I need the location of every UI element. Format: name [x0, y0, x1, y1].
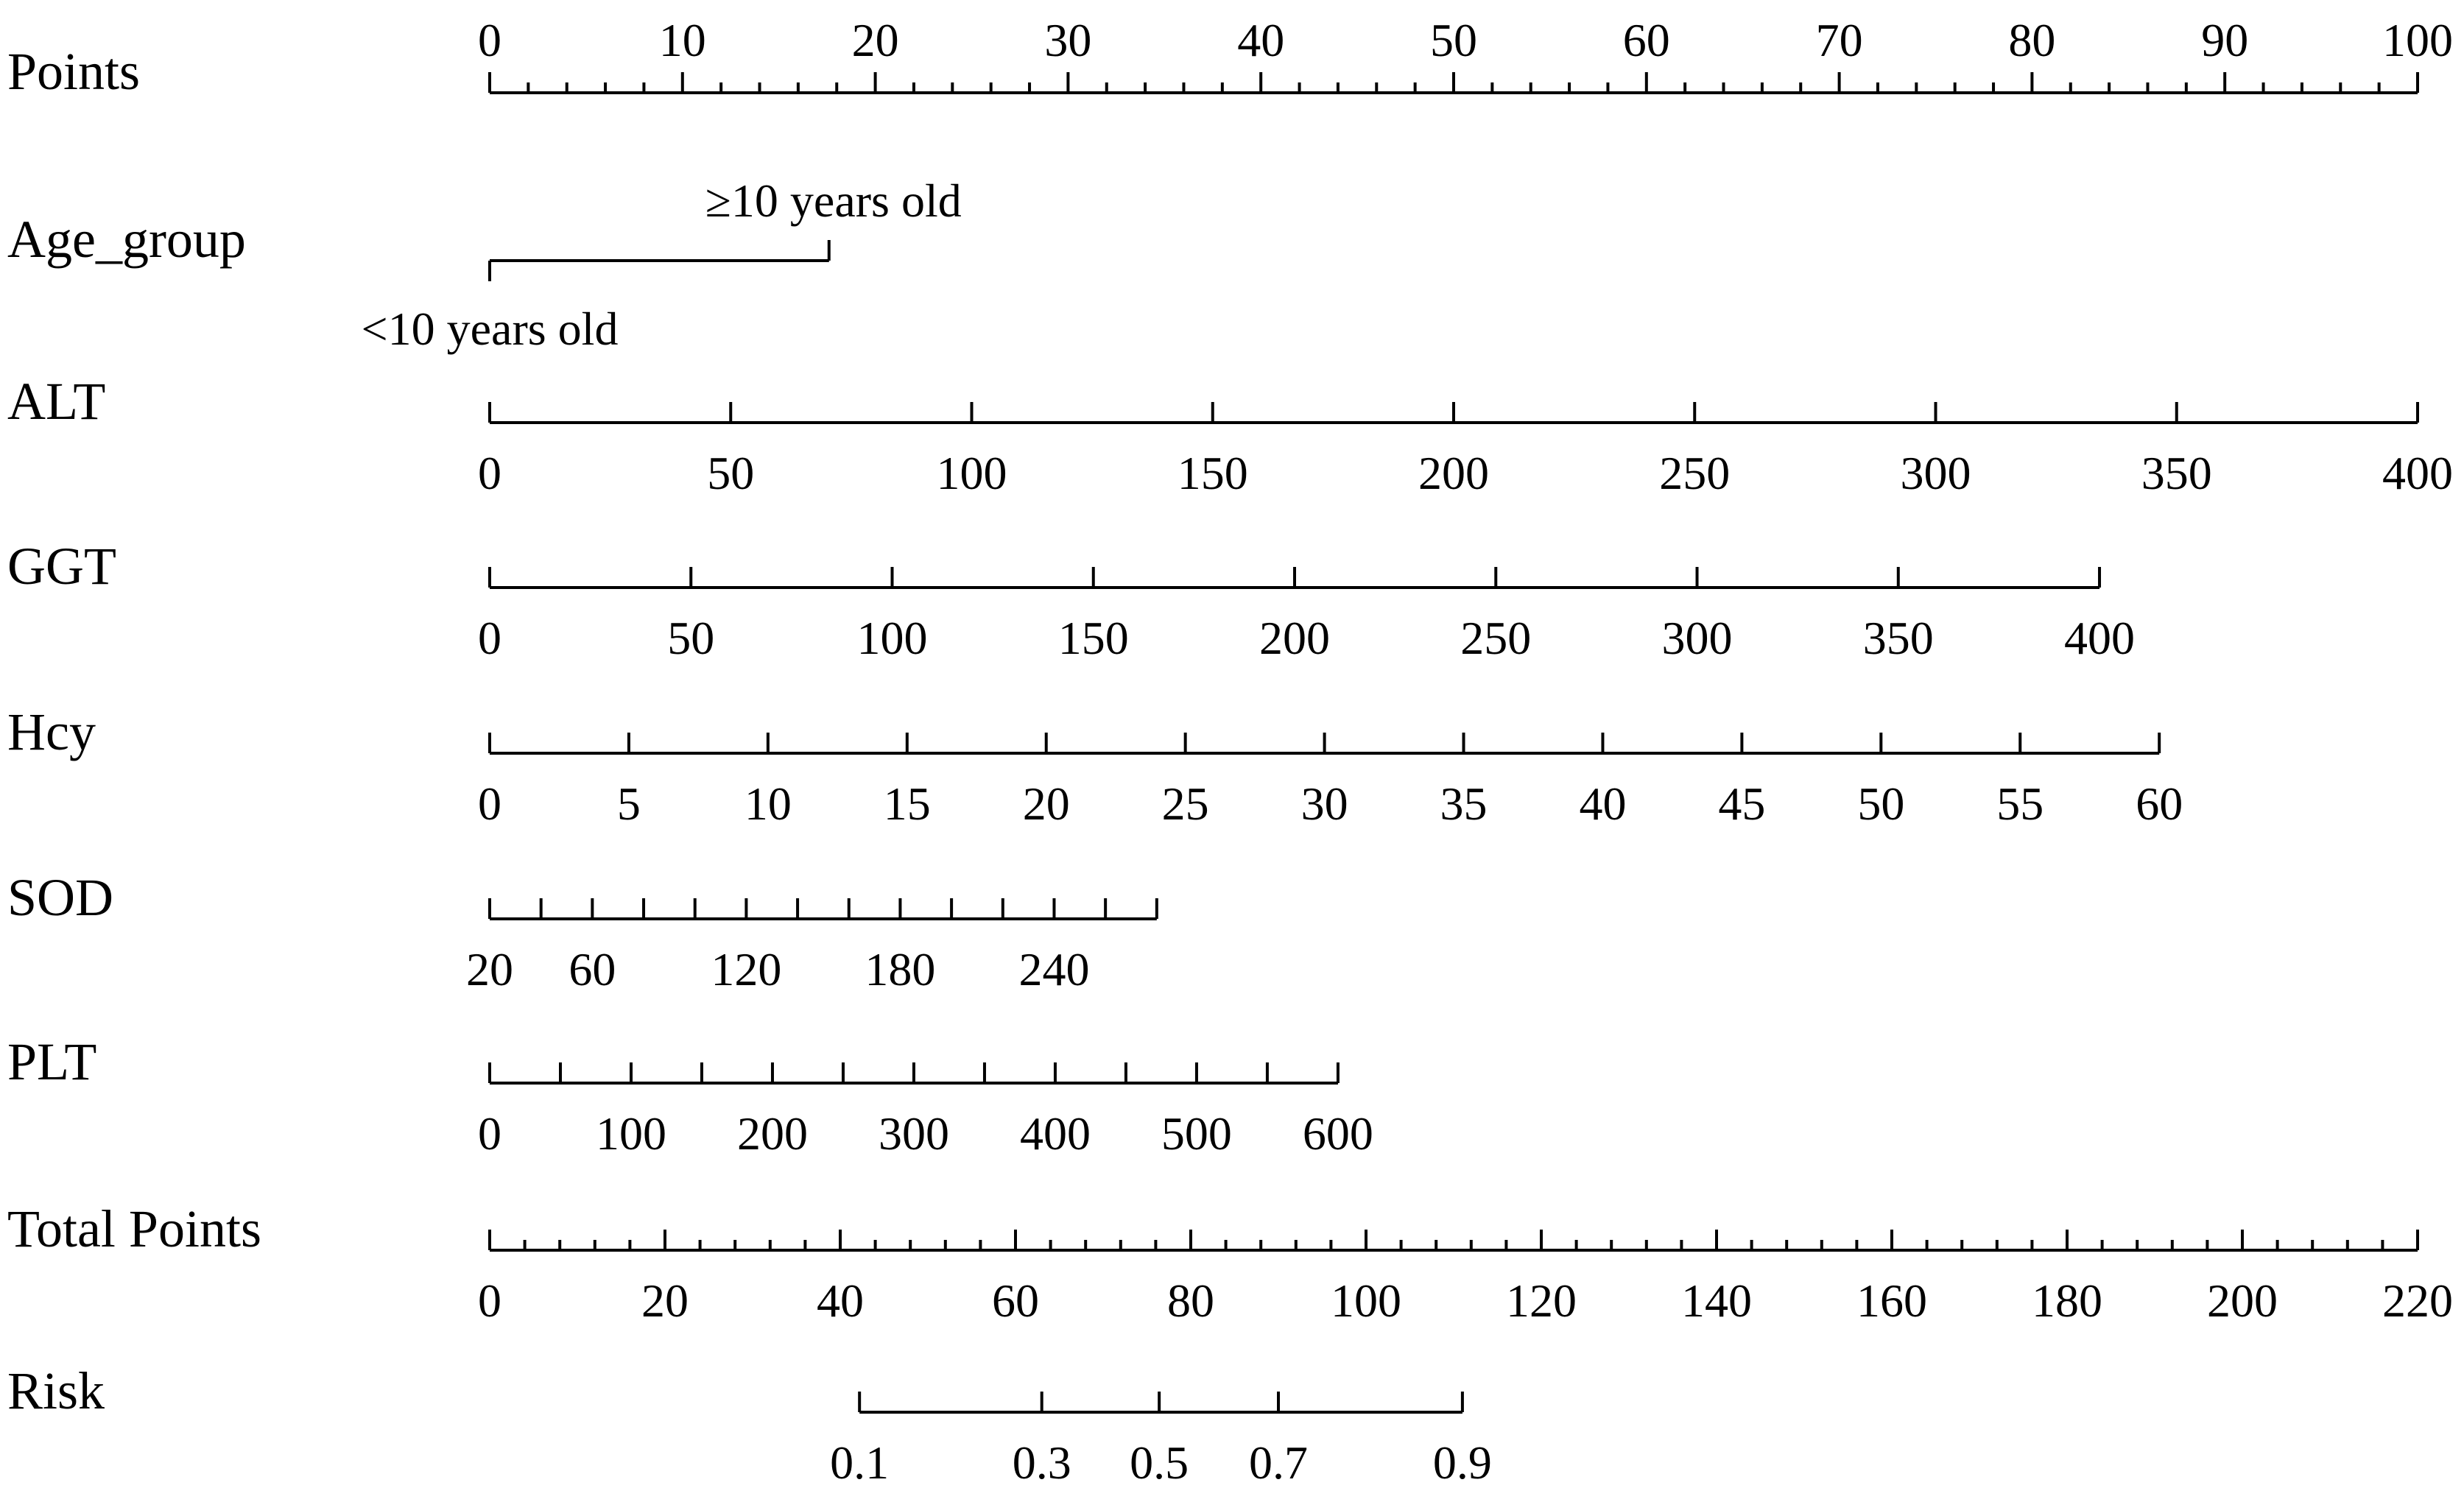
points-tick-label: 20: [852, 14, 899, 66]
ggt-tick-label: 350: [1863, 612, 1934, 664]
ggt-tick-label: 50: [667, 612, 714, 664]
sod-tick-label: 180: [865, 943, 935, 995]
sod-tick-label: 240: [1018, 943, 1089, 995]
alt-tick-label: 50: [707, 447, 754, 499]
alt-tick-label: 200: [1418, 447, 1489, 499]
hcy-tick-label: 10: [745, 778, 792, 830]
risk-tick-label: 0.5: [1130, 1436, 1189, 1489]
points-tick-label: 60: [1623, 14, 1670, 66]
alt-tick-label: 250: [1659, 447, 1730, 499]
risk-tick-label: 0.7: [1249, 1436, 1308, 1489]
hcy-tick-label: 0: [478, 778, 501, 830]
hcy-tick-label: 5: [617, 778, 641, 830]
points-tick-label: 0: [478, 14, 501, 66]
row-label-alt: ALT: [7, 372, 105, 431]
row-label-risk: Risk: [7, 1361, 105, 1420]
hcy-tick-label: 50: [1857, 778, 1904, 830]
hcy-tick-label: 35: [1440, 778, 1488, 830]
ggt-tick-label: 250: [1460, 612, 1531, 664]
hcy-tick-label: 20: [1023, 778, 1070, 830]
hcy-tick-label: 55: [1996, 778, 2044, 830]
total-points-tick-label: 40: [817, 1274, 864, 1327]
total-points-tick-label: 180: [2032, 1274, 2102, 1327]
risk-tick-label: 0.1: [830, 1436, 889, 1489]
points-tick-label: 30: [1044, 14, 1091, 66]
plt-tick-label: 300: [879, 1107, 949, 1160]
alt-tick-label: 150: [1178, 447, 1248, 499]
alt-tick-label: 350: [2141, 447, 2212, 499]
ggt-tick-label: 400: [2064, 612, 2135, 664]
points-tick-label: 10: [659, 14, 706, 66]
risk-tick-label: 0.9: [1433, 1436, 1492, 1489]
plt-tick-label: 400: [1020, 1107, 1091, 1160]
age-group-level-label: ≥10 years old: [705, 174, 962, 227]
row-label-total-points: Total Points: [7, 1199, 261, 1258]
total-points-tick-label: 20: [641, 1274, 689, 1327]
total-points-tick-label: 60: [992, 1274, 1039, 1327]
plt-tick-label: 500: [1161, 1107, 1232, 1160]
risk-tick-label: 0.3: [1013, 1436, 1071, 1489]
ggt-tick-label: 100: [857, 612, 928, 664]
points-tick-label: 40: [1237, 14, 1284, 66]
points-tick-label: 100: [2382, 14, 2453, 66]
row-label-points: Points: [7, 42, 140, 101]
sod-tick-label: 20: [466, 943, 513, 995]
points-tick-label: 90: [2201, 14, 2248, 66]
points-tick-label: 70: [1816, 14, 1863, 66]
total-points-tick-label: 140: [1681, 1274, 1752, 1327]
total-points-tick-label: 100: [1331, 1274, 1401, 1327]
ggt-tick-label: 300: [1662, 612, 1733, 664]
row-label-age-group: Age_group: [7, 210, 246, 269]
hcy-tick-label: 45: [1718, 778, 1765, 830]
hcy-tick-label: 30: [1301, 778, 1348, 830]
ggt-tick-label: 0: [478, 612, 501, 664]
alt-tick-label: 400: [2382, 447, 2453, 499]
row-label-sod: SOD: [7, 868, 113, 927]
hcy-tick-label: 40: [1579, 778, 1626, 830]
hcy-tick-label: 15: [884, 778, 931, 830]
row-label-plt: PLT: [7, 1032, 96, 1091]
ggt-tick-label: 150: [1058, 612, 1129, 664]
alt-tick-label: 300: [1901, 447, 1971, 499]
hcy-tick-label: 60: [2136, 778, 2183, 830]
total-points-tick-label: 0: [478, 1274, 501, 1327]
alt-tick-label: 0: [478, 447, 501, 499]
ggt-tick-label: 200: [1259, 612, 1330, 664]
points-tick-label: 80: [2008, 14, 2055, 66]
plt-tick-label: 600: [1303, 1107, 1373, 1160]
row-label-hcy: Hcy: [7, 702, 96, 761]
total-points-tick-label: 80: [1167, 1274, 1214, 1327]
age-group-level-label: <10 years old: [362, 303, 619, 355]
plt-tick-label: 0: [478, 1107, 501, 1160]
hcy-tick-label: 25: [1162, 778, 1209, 830]
sod-tick-label: 120: [711, 943, 781, 995]
plt-tick-label: 100: [596, 1107, 666, 1160]
total-points-tick-label: 160: [1856, 1274, 1927, 1327]
plt-tick-label: 200: [737, 1107, 808, 1160]
total-points-tick-label: 220: [2382, 1274, 2453, 1327]
sod-tick-label: 60: [569, 943, 616, 995]
points-tick-label: 50: [1430, 14, 1477, 66]
total-points-tick-label: 120: [1506, 1274, 1577, 1327]
alt-tick-label: 100: [937, 447, 1007, 499]
total-points-tick-label: 200: [2207, 1274, 2278, 1327]
row-label-ggt: GGT: [7, 537, 116, 596]
